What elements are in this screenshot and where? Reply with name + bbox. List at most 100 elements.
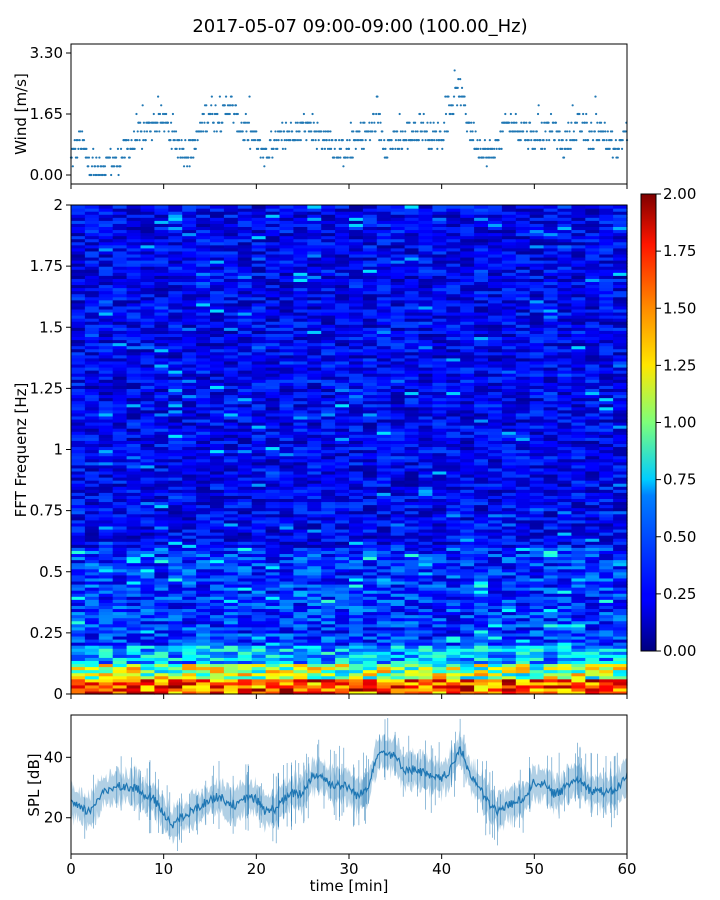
spectrogram-cell (210, 382, 225, 386)
spectrogram-cell (515, 443, 531, 448)
spectrogram-cell (196, 522, 211, 527)
wind-point (250, 139, 254, 142)
spectrogram-cell (279, 382, 294, 386)
wind-point (244, 121, 247, 124)
spectrogram-cell (293, 599, 308, 603)
wind-point (435, 139, 438, 142)
spectrogram-cell (501, 553, 517, 558)
spectrogram-cell (557, 473, 572, 478)
spectrogram-cell (474, 571, 489, 576)
spectrogram-cell (474, 623, 489, 628)
wind-point (394, 147, 397, 150)
spectrogram-cell (376, 611, 392, 616)
spectrogram-cell (460, 666, 475, 671)
spectrogram-cell (335, 620, 350, 625)
spectrogram-cell (98, 473, 114, 478)
spectrogram-cell (376, 544, 392, 548)
spectrogram-cell (460, 577, 475, 582)
spectrogram-cell (279, 593, 294, 597)
spectrogram-cell (182, 617, 197, 622)
spectrogram-cell (543, 425, 559, 429)
spectrogram-cell (168, 651, 183, 655)
spectrogram-cell (557, 632, 572, 637)
spectrogram-cell (126, 580, 142, 585)
spectrogram-cell (307, 550, 322, 555)
wind-point (476, 139, 479, 142)
spectrogram-cell (432, 431, 447, 435)
spectrogram-cell (210, 642, 225, 646)
spectrogram-cell (140, 385, 155, 389)
wind-point (359, 121, 362, 124)
spectrogram-cell (432, 632, 447, 637)
spectrogram-cell (140, 400, 155, 405)
spectrogram-cell (557, 486, 572, 490)
spectrogram-cell (418, 519, 433, 524)
wind-point (182, 165, 186, 168)
spectrogram-cell (390, 532, 406, 536)
spectrogram-cell (237, 525, 253, 530)
spectrogram-cell (362, 409, 378, 414)
wind-point (90, 173, 93, 177)
spectrogram-cell (265, 489, 281, 493)
spectrogram-cell (251, 434, 267, 438)
spectrogram-cell (501, 532, 517, 536)
spectrogram-cell (515, 562, 531, 567)
spectrogram-cell (182, 574, 197, 579)
spectrogram-cell (265, 452, 281, 457)
spectrogram-cell (84, 574, 100, 579)
spectrogram-cell (279, 574, 294, 579)
spectrogram-cell (154, 556, 169, 561)
wind-point (500, 147, 503, 150)
spectrogram-cell (307, 675, 322, 680)
spectrogram-cell (488, 620, 503, 625)
spectrogram-cell (168, 577, 183, 582)
spectrogram-cell (376, 400, 392, 405)
wind-point (470, 121, 473, 124)
spectrogram-cell (210, 525, 225, 530)
spectrogram-cell (84, 599, 100, 603)
spectrogram-cell (529, 443, 545, 448)
spectrogram-cell (112, 525, 128, 530)
spectrogram-cell (84, 568, 100, 573)
spectrogram-cell (515, 666, 531, 671)
spectrogram-cell (488, 675, 503, 680)
spectrogram-cell (571, 632, 586, 637)
spectrogram-cell (474, 669, 489, 674)
spectrogram-cell (446, 489, 461, 493)
wind-point (562, 156, 566, 159)
spectrogram-cell (349, 501, 364, 506)
spectrogram-cell (140, 528, 155, 533)
wind-point (100, 165, 103, 168)
spectrogram-cell (182, 678, 197, 683)
spectrogram-cell (279, 583, 294, 588)
spectrogram-cell (293, 461, 308, 466)
spectrogram-cell (362, 412, 378, 417)
spectrogram-cell (321, 605, 336, 610)
spectrogram-cell (488, 406, 503, 411)
spectrogram-cell (515, 452, 531, 457)
spectrogram-cell (418, 541, 433, 545)
spectrogram-cell (488, 498, 503, 503)
spectrogram-cell (293, 528, 308, 533)
spectrogram-cell (98, 446, 114, 451)
spectrogram-cell (210, 605, 225, 610)
spectrogram-cell (293, 587, 308, 591)
spectrogram-cell (223, 663, 239, 668)
spectrogram-cell (418, 467, 433, 472)
spectrogram-cell (362, 388, 378, 393)
spectrogram-cell (432, 678, 447, 683)
spectrogram-cell (376, 666, 392, 671)
spectrogram-cell (126, 663, 142, 668)
spectrogram-cell (543, 593, 559, 597)
spectrogram-cell (349, 608, 364, 613)
spectrogram-cell (182, 415, 197, 420)
spectrogram-cell (71, 409, 86, 414)
spectrogram-cell (488, 412, 503, 417)
spectrogram-cell (432, 522, 447, 527)
spectrogram-cell (585, 431, 600, 435)
wind-point (447, 104, 451, 107)
spectrogram-cell (390, 473, 406, 478)
spectrogram-cell (446, 632, 461, 637)
spectrogram-cell (112, 385, 128, 389)
spectrogram-cell (307, 574, 322, 579)
